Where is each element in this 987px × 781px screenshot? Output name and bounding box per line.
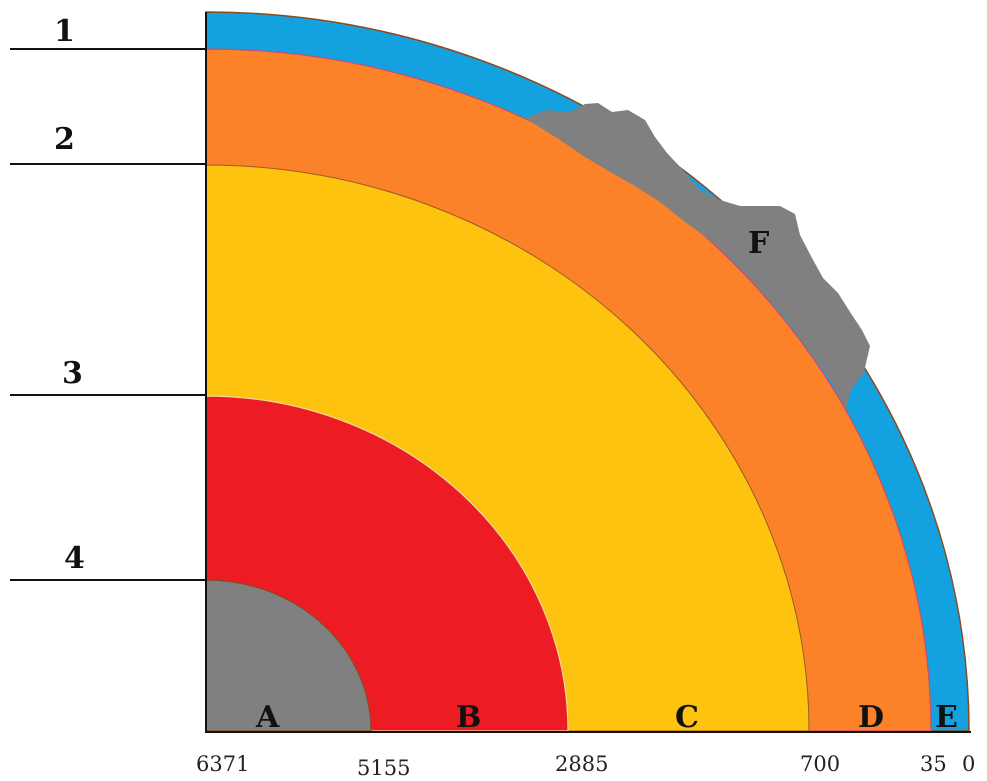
layer-label-a: A	[255, 700, 280, 735]
boundary-number-2: 2	[54, 122, 75, 157]
depth-tick-700: 700	[800, 752, 840, 776]
layer-label-b: B	[456, 700, 481, 735]
depth-tick-2885: 2885	[555, 752, 608, 776]
layer-label-e: E	[935, 700, 958, 735]
depth-tick-5155: 5155	[357, 756, 410, 780]
depth-tick-6371: 6371	[196, 752, 249, 776]
continent-label-f: F	[748, 226, 769, 261]
continent-mass-f	[525, 103, 870, 410]
depth-tick-35: 35	[920, 752, 947, 776]
layer-a-inner-core	[205, 579, 372, 732]
layer-label-d: D	[858, 700, 884, 735]
boundary-number-3: 3	[62, 356, 83, 391]
boundary-number-1: 1	[54, 14, 75, 49]
layer-label-c: C	[675, 700, 699, 735]
depth-tick-0: 0	[962, 752, 975, 776]
boundary-number-4: 4	[64, 541, 85, 576]
